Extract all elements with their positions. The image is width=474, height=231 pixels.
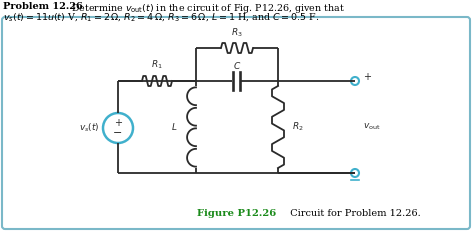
Text: $L$: $L$ (171, 122, 177, 133)
Text: $v_s(t) = 11u(t)$ V, $R_1 = 2\,\Omega$, $R_2 = 4\,\Omega$, $R_3 = 6\,\Omega$, $L: $v_s(t) = 11u(t)$ V, $R_1 = 2\,\Omega$, … (3, 11, 319, 23)
Text: $R_2$: $R_2$ (292, 121, 304, 133)
Text: −: − (113, 128, 123, 138)
Text: $v_{\mathrm{out}}$: $v_{\mathrm{out}}$ (363, 122, 381, 132)
Text: $v_s(t)$: $v_s(t)$ (79, 122, 100, 134)
Text: Circuit for Problem 12.26.: Circuit for Problem 12.26. (284, 209, 421, 218)
FancyBboxPatch shape (2, 17, 470, 229)
Text: Figure P12.26: Figure P12.26 (197, 209, 277, 218)
Text: +: + (363, 72, 371, 82)
Text: $R_3$: $R_3$ (231, 27, 243, 39)
Text: Determine $v_{\mathrm{out}}(t)$ in the circuit of Fig. P12.26, given that: Determine $v_{\mathrm{out}}(t)$ in the c… (65, 2, 345, 15)
Text: $R_1$: $R_1$ (151, 58, 163, 71)
Text: +: + (114, 118, 122, 128)
Text: $C$: $C$ (233, 60, 241, 71)
Text: Problem 12.26: Problem 12.26 (3, 2, 83, 11)
